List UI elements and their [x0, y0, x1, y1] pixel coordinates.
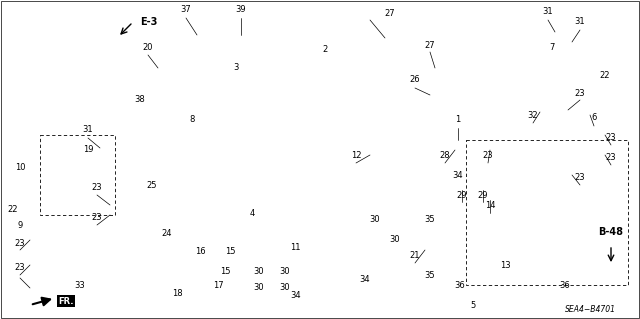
Text: 23: 23 [92, 183, 102, 192]
Text: 31: 31 [83, 125, 93, 135]
Text: 36: 36 [454, 280, 465, 290]
Text: 35: 35 [425, 216, 435, 225]
Text: B-48: B-48 [598, 227, 623, 237]
Text: 30: 30 [370, 216, 380, 225]
Text: 34: 34 [291, 291, 301, 300]
Text: 38: 38 [134, 94, 145, 103]
Bar [466, 140, 628, 285]
Text: 28: 28 [440, 151, 451, 160]
Text: 26: 26 [410, 76, 420, 85]
Text: 30: 30 [390, 235, 400, 244]
Text: 29: 29 [457, 190, 467, 199]
Text: 31: 31 [543, 8, 554, 17]
Text: 30: 30 [280, 268, 291, 277]
Text: 17: 17 [212, 280, 223, 290]
Text: 23: 23 [15, 263, 26, 272]
Text: SEA4−B4701: SEA4−B4701 [564, 306, 616, 315]
Text: 23: 23 [15, 239, 26, 248]
Text: 23: 23 [92, 212, 102, 221]
Text: 4: 4 [250, 210, 255, 219]
Bar [40, 135, 115, 215]
Text: 25: 25 [147, 181, 157, 189]
Text: 27: 27 [425, 41, 435, 49]
Text: 14: 14 [484, 201, 495, 210]
Text: 5: 5 [470, 300, 476, 309]
Text: 36: 36 [559, 280, 570, 290]
Text: 23: 23 [575, 88, 586, 98]
Text: 1: 1 [456, 115, 461, 124]
Text: 6: 6 [591, 114, 596, 122]
Text: 7: 7 [549, 43, 555, 53]
Text: 32: 32 [528, 110, 538, 120]
Text: 16: 16 [195, 248, 205, 256]
Text: 23: 23 [575, 174, 586, 182]
Text: 10: 10 [15, 164, 25, 173]
Text: FR.: FR. [58, 296, 74, 306]
Text: 29: 29 [477, 190, 488, 199]
Text: 15: 15 [225, 248, 236, 256]
Text: 13: 13 [500, 261, 510, 270]
Text: 23: 23 [483, 151, 493, 160]
Text: 11: 11 [290, 243, 300, 253]
Text: 8: 8 [189, 115, 195, 124]
Text: 18: 18 [172, 288, 182, 298]
Text: 30: 30 [280, 284, 291, 293]
Text: 21: 21 [410, 250, 420, 259]
Text: 30: 30 [253, 284, 264, 293]
Text: 22: 22 [600, 70, 611, 79]
Text: 23: 23 [605, 153, 616, 162]
Text: 12: 12 [351, 151, 361, 160]
Text: 33: 33 [75, 280, 85, 290]
Text: 27: 27 [385, 9, 396, 18]
Text: 2: 2 [323, 46, 328, 55]
Text: 31: 31 [575, 18, 586, 26]
Text: 3: 3 [234, 63, 239, 72]
Text: 30: 30 [253, 268, 264, 277]
Text: 34: 34 [452, 170, 463, 180]
Text: 24: 24 [162, 229, 172, 239]
Text: 15: 15 [220, 268, 230, 277]
Text: 9: 9 [17, 220, 22, 229]
Text: 23: 23 [605, 133, 616, 143]
Text: 34: 34 [360, 276, 371, 285]
Text: 35: 35 [425, 271, 435, 279]
Text: 20: 20 [143, 42, 153, 51]
Text: 37: 37 [180, 5, 191, 14]
Text: E-3: E-3 [140, 17, 157, 27]
Text: 19: 19 [83, 145, 93, 153]
Text: 39: 39 [236, 5, 246, 14]
Text: 22: 22 [8, 204, 19, 213]
